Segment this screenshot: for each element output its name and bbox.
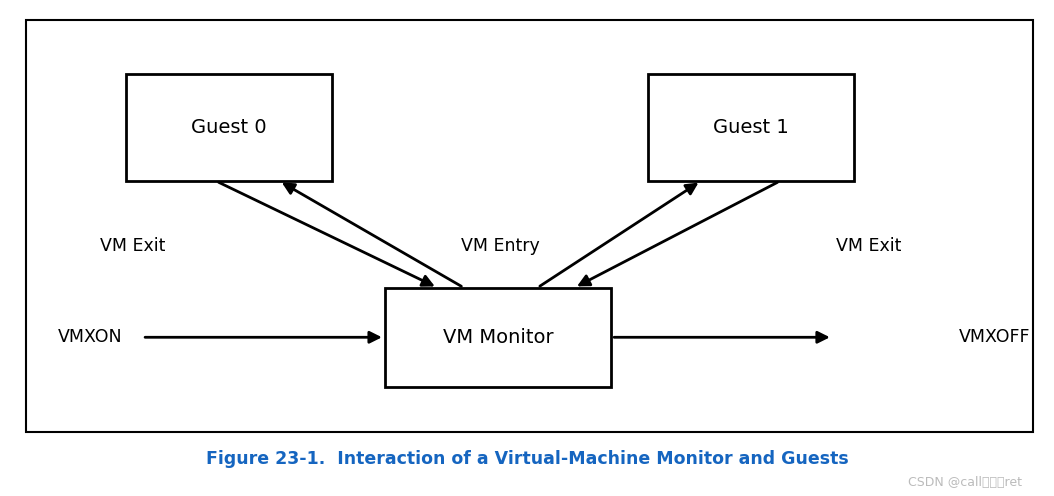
Text: Guest 0: Guest 0 (192, 118, 267, 137)
Bar (26, 20, 1033, 432)
Text: VM Exit: VM Exit (100, 237, 165, 254)
Text: VM Exit: VM Exit (836, 237, 901, 254)
Text: VMXON: VMXON (58, 328, 122, 346)
Bar (385, 288, 611, 387)
Text: Guest 1: Guest 1 (714, 118, 788, 137)
Text: Figure 23-1.  Interaction of a Virtual-Machine Monitor and Guests: Figure 23-1. Interaction of a Virtual-Ma… (206, 450, 848, 468)
Text: VMXOFF: VMXOFF (959, 328, 1031, 346)
Text: VM Entry: VM Entry (462, 237, 540, 254)
Text: CSDN @call就不要ret: CSDN @call就不要ret (909, 476, 1022, 489)
Bar (126, 74, 332, 181)
Text: VM Monitor: VM Monitor (443, 328, 553, 347)
Bar (648, 74, 854, 181)
